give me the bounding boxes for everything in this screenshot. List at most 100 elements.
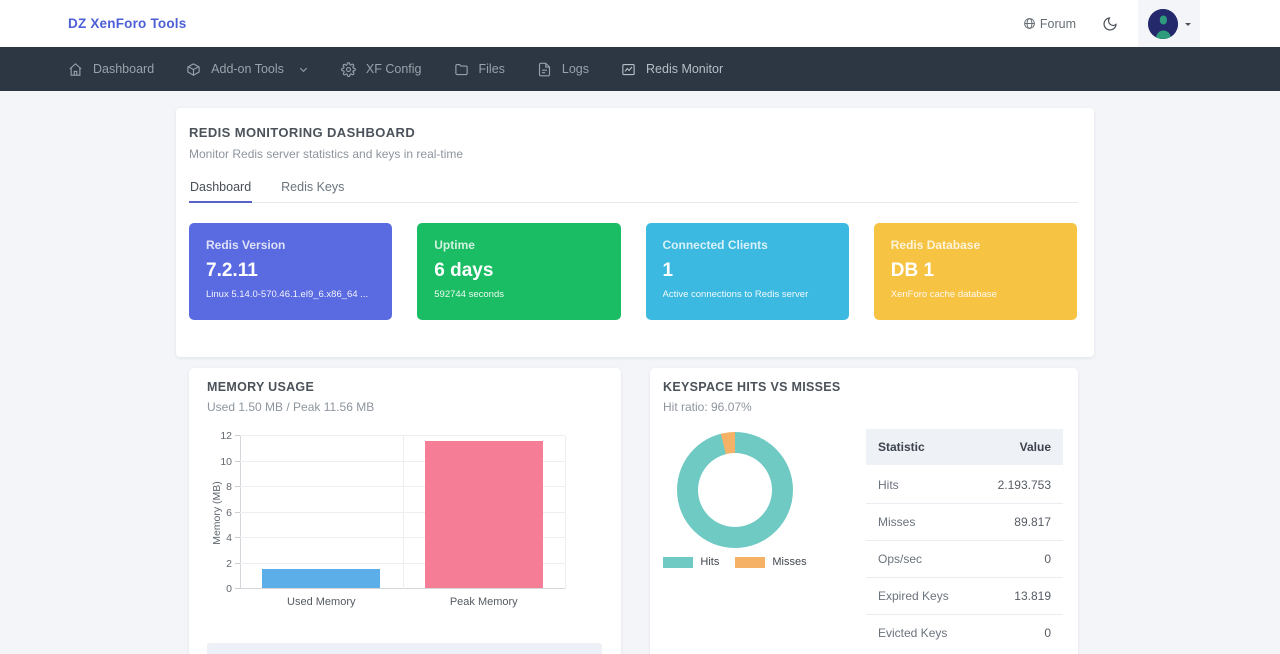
y-tick-label: 10	[220, 455, 232, 468]
table-cell: 89.817	[974, 503, 1063, 541]
dark-mode-toggle[interactable]	[1102, 16, 1118, 32]
table-header-strip	[207, 643, 602, 654]
misses-swatch	[735, 556, 766, 568]
tick-mark	[235, 460, 240, 462]
gridline	[565, 436, 566, 589]
nav-label: Logs	[561, 62, 590, 76]
memory-panel-title: MEMORY USAGE	[207, 380, 315, 394]
y-tick-label: 12	[220, 430, 232, 442]
table-row: Expired Keys 13.819	[866, 577, 1063, 615]
tab-dashboard[interactable]: Dashboard	[189, 180, 253, 203]
line-chart-icon	[622, 63, 635, 75]
nav-label: Redis Monitor	[646, 62, 724, 76]
globe-icon	[1024, 18, 1035, 29]
table-cell: 13.819	[974, 577, 1063, 615]
gridline	[240, 435, 565, 436]
stat-value: DB 1	[890, 260, 935, 281]
y-tick-label: 2	[226, 557, 232, 570]
stat-value: 1	[662, 260, 674, 281]
y-tick-label: 6	[226, 506, 232, 519]
file-icon	[538, 62, 550, 76]
tick-mark	[235, 511, 240, 513]
avatar	[1147, 8, 1178, 39]
table-row: Misses 89.817	[866, 503, 1063, 541]
hits-misses-donut-chart	[677, 432, 793, 548]
forum-link[interactable]: Forum	[1023, 17, 1076, 31]
forum-label: Forum	[1039, 16, 1076, 31]
nav-item-files[interactable]: Files	[454, 62, 505, 77]
chevron-down-icon	[1184, 22, 1191, 29]
stat-card-redis-database: Redis Database DB 1 XenForo cache databa…	[873, 223, 1077, 320]
page-subtitle: Monitor Redis server statistics and keys…	[189, 147, 464, 161]
table-row: Ops/sec 0	[866, 540, 1063, 578]
stat-sub: XenForo cache database	[890, 289, 997, 300]
column-value: Value	[974, 429, 1063, 465]
y-tick-label: 8	[226, 481, 232, 493]
table-cell: Evicted Keys	[866, 614, 975, 651]
keyspace-panel-title: KEYSPACE HITS VS MISSES	[663, 380, 841, 394]
gridline	[402, 436, 404, 589]
nav-item-redis-monitor[interactable]: Redis Monitor	[621, 62, 723, 77]
table-row: Evicted Keys 0	[866, 614, 1063, 651]
header-actions: Forum	[1023, 0, 1280, 47]
hit-ratio-subtitle: Hit ratio: 96.07%	[663, 400, 752, 414]
stat-card-redis-version: Redis Version 7.2.11 Linux 5.14.0-570.46…	[189, 223, 393, 320]
stat-value: 7.2.11	[206, 260, 258, 281]
legend-item-hits: Hits	[663, 556, 719, 568]
nav-item-xf-config[interactable]: XF Config	[341, 61, 422, 77]
top-header: DZ XenForo Tools Forum	[0, 0, 1280, 47]
nav-label: Dashboard	[93, 62, 155, 76]
legend-item-misses: Misses	[735, 556, 807, 568]
nav-item-logs[interactable]: Logs	[537, 62, 589, 77]
stat-card-connected-clients: Connected Clients 1 Active connections t…	[645, 223, 849, 320]
gear-icon	[341, 61, 356, 77]
table-cell: Expired Keys	[866, 577, 975, 615]
main-navbar: Dashboard Add-on Tools XF Config Files L…	[0, 47, 1280, 91]
column-statistic: Statistic	[866, 429, 975, 465]
table-cell: 2.193.753	[997, 478, 1051, 492]
table-cell: 0	[974, 614, 1063, 651]
stat-label: Uptime	[434, 238, 475, 252]
x-tick-label: Peak Memory	[449, 596, 518, 608]
tab-redis-keys[interactable]: Redis Keys	[281, 180, 345, 194]
stat-card-row: Redis Version 7.2.11 Linux 5.14.0-570.46…	[189, 223, 1077, 320]
stat-value: 6 days	[434, 260, 494, 281]
y-axis-label: Memory (MB)	[211, 480, 223, 545]
bar-peak-memory	[424, 440, 543, 588]
stat-sub: Linux 5.14.0-570.46.1.el9_6.x86_64 ...	[206, 289, 369, 300]
memory-panel-subtitle: Used 1.50 MB / Peak 11.56 MB	[207, 400, 375, 414]
nav-label: Files	[478, 62, 505, 76]
donut-legend: Hits Misses	[650, 556, 820, 568]
tab-bar: Dashboard Redis Keys	[189, 180, 1078, 203]
y-axis-line	[240, 436, 241, 589]
stat-sub: Active connections to Redis server	[662, 289, 809, 300]
user-menu[interactable]	[1138, 0, 1200, 47]
table-cell: Ops/sec	[866, 540, 975, 578]
folder-icon	[454, 63, 468, 75]
x-tick-label: Used Memory	[287, 596, 356, 608]
memory-bar-chart: Memory (MB) 0 2 4 6 8 10 12 Used Memory Peak Mem…	[211, 430, 566, 608]
table-cell: Misses	[866, 503, 975, 541]
nav-label: XF Config	[365, 62, 422, 76]
table-header-row: Statistic Value	[866, 429, 1063, 465]
memory-usage-panel: MEMORY USAGE Used 1.50 MB / Peak 11.56 M…	[189, 368, 621, 654]
stat-label: Redis Database	[890, 238, 981, 252]
moon-icon	[1103, 16, 1117, 31]
tick-mark	[235, 435, 240, 436]
package-icon	[187, 62, 200, 76]
stat-card-uptime: Uptime 6 days 592744 seconds	[417, 223, 621, 320]
table-cell: 0	[974, 540, 1063, 578]
hits-swatch	[663, 556, 694, 568]
tick-mark	[235, 562, 240, 564]
y-tick-label: 4	[226, 532, 232, 544]
nav-item-addon-tools[interactable]: Add-on Tools	[186, 62, 309, 77]
legend-label: Hits	[700, 556, 720, 568]
nav-item-dashboard[interactable]: Dashboard	[68, 62, 154, 77]
chevron-down-icon	[299, 67, 308, 72]
stat-sub: 592744 seconds	[434, 289, 504, 300]
brand-logo[interactable]: DZ XenForo Tools	[68, 16, 187, 31]
bar-used-memory	[262, 568, 381, 588]
statistics-table: Statistic Value Hits 2.193.753 Misses 89.81…	[866, 429, 1063, 651]
tick-mark	[235, 537, 240, 538]
nav-label: Add-on Tools	[211, 62, 284, 76]
